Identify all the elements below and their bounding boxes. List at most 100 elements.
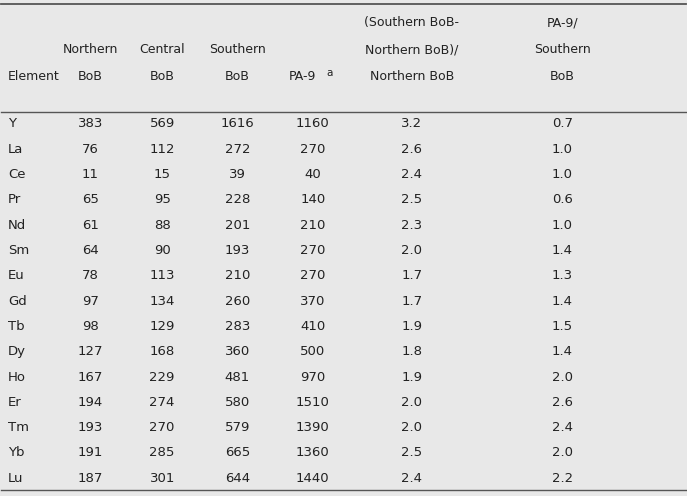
Text: 2.0: 2.0 bbox=[401, 421, 423, 434]
Text: Northern BoB)/: Northern BoB)/ bbox=[365, 43, 459, 57]
Text: 1.3: 1.3 bbox=[552, 269, 573, 282]
Text: 580: 580 bbox=[225, 396, 250, 409]
Text: La: La bbox=[8, 143, 23, 156]
Text: 1360: 1360 bbox=[296, 446, 330, 459]
Text: 2.4: 2.4 bbox=[401, 168, 423, 181]
Text: 2.0: 2.0 bbox=[401, 244, 423, 257]
Text: 127: 127 bbox=[78, 345, 103, 358]
Text: 1.8: 1.8 bbox=[401, 345, 423, 358]
Text: 270: 270 bbox=[150, 421, 175, 434]
Text: 3.2: 3.2 bbox=[401, 118, 423, 130]
Text: Gd: Gd bbox=[8, 295, 27, 308]
Text: 260: 260 bbox=[225, 295, 250, 308]
Text: 88: 88 bbox=[154, 219, 170, 232]
Text: Er: Er bbox=[8, 396, 22, 409]
Text: 210: 210 bbox=[300, 219, 326, 232]
Text: 112: 112 bbox=[150, 143, 175, 156]
Text: Yb: Yb bbox=[8, 446, 25, 459]
Text: 210: 210 bbox=[225, 269, 250, 282]
Text: 2.5: 2.5 bbox=[401, 446, 423, 459]
Text: 1440: 1440 bbox=[296, 472, 330, 485]
Text: Central: Central bbox=[139, 43, 185, 57]
Text: 1.4: 1.4 bbox=[552, 295, 573, 308]
Text: Sm: Sm bbox=[8, 244, 30, 257]
Text: 39: 39 bbox=[229, 168, 246, 181]
Text: 1.0: 1.0 bbox=[552, 168, 573, 181]
Text: 95: 95 bbox=[154, 193, 170, 206]
Text: 2.3: 2.3 bbox=[401, 219, 423, 232]
Text: 1.0: 1.0 bbox=[552, 219, 573, 232]
Text: 193: 193 bbox=[225, 244, 250, 257]
Text: 1.4: 1.4 bbox=[552, 345, 573, 358]
Text: Ce: Ce bbox=[8, 168, 25, 181]
Text: 167: 167 bbox=[78, 371, 103, 383]
Text: 1160: 1160 bbox=[296, 118, 330, 130]
Text: 187: 187 bbox=[78, 472, 103, 485]
Text: Tm: Tm bbox=[8, 421, 30, 434]
Text: Lu: Lu bbox=[8, 472, 24, 485]
Text: 2.2: 2.2 bbox=[552, 472, 573, 485]
Text: BoB: BoB bbox=[225, 70, 250, 83]
Text: 228: 228 bbox=[225, 193, 250, 206]
Text: 665: 665 bbox=[225, 446, 250, 459]
Text: 2.0: 2.0 bbox=[401, 396, 423, 409]
Text: 270: 270 bbox=[300, 269, 326, 282]
Text: 65: 65 bbox=[82, 193, 99, 206]
Text: 1510: 1510 bbox=[296, 396, 330, 409]
Text: Northern BoB: Northern BoB bbox=[370, 70, 454, 83]
Text: (Southern BoB-: (Southern BoB- bbox=[364, 16, 460, 29]
Text: 1.7: 1.7 bbox=[401, 269, 423, 282]
Text: 140: 140 bbox=[300, 193, 326, 206]
Text: PA-9: PA-9 bbox=[289, 70, 316, 83]
Text: 481: 481 bbox=[225, 371, 250, 383]
Text: Pr: Pr bbox=[8, 193, 21, 206]
Text: 1.0: 1.0 bbox=[552, 143, 573, 156]
Text: 970: 970 bbox=[300, 371, 326, 383]
Text: 61: 61 bbox=[82, 219, 99, 232]
Text: 2.4: 2.4 bbox=[552, 421, 573, 434]
Text: 168: 168 bbox=[150, 345, 174, 358]
Text: Element: Element bbox=[8, 70, 60, 83]
Text: 360: 360 bbox=[225, 345, 250, 358]
Text: 285: 285 bbox=[150, 446, 175, 459]
Text: 370: 370 bbox=[300, 295, 326, 308]
Text: Ho: Ho bbox=[8, 371, 26, 383]
Text: Nd: Nd bbox=[8, 219, 27, 232]
Text: 90: 90 bbox=[154, 244, 170, 257]
Text: 0.6: 0.6 bbox=[552, 193, 573, 206]
Text: BoB: BoB bbox=[150, 70, 174, 83]
Text: 97: 97 bbox=[82, 295, 99, 308]
Text: 129: 129 bbox=[150, 320, 175, 333]
Text: Eu: Eu bbox=[8, 269, 25, 282]
Text: 270: 270 bbox=[300, 143, 326, 156]
Text: Southern: Southern bbox=[209, 43, 266, 57]
Text: 2.5: 2.5 bbox=[401, 193, 423, 206]
Text: 1.9: 1.9 bbox=[401, 371, 423, 383]
Text: 569: 569 bbox=[150, 118, 174, 130]
Text: Northern: Northern bbox=[63, 43, 118, 57]
Text: 1616: 1616 bbox=[221, 118, 254, 130]
Text: 11: 11 bbox=[82, 168, 99, 181]
Text: 2.6: 2.6 bbox=[552, 396, 573, 409]
Text: 40: 40 bbox=[304, 168, 321, 181]
Text: 270: 270 bbox=[300, 244, 326, 257]
Text: 0.7: 0.7 bbox=[552, 118, 573, 130]
Text: 78: 78 bbox=[82, 269, 99, 282]
Text: 191: 191 bbox=[78, 446, 103, 459]
Text: 644: 644 bbox=[225, 472, 250, 485]
Text: PA-9/: PA-9/ bbox=[547, 16, 578, 29]
Text: 274: 274 bbox=[150, 396, 175, 409]
Text: 1.5: 1.5 bbox=[552, 320, 573, 333]
Text: 15: 15 bbox=[154, 168, 170, 181]
Text: Y: Y bbox=[8, 118, 16, 130]
Text: 410: 410 bbox=[300, 320, 326, 333]
Text: 2.4: 2.4 bbox=[401, 472, 423, 485]
Text: 98: 98 bbox=[82, 320, 99, 333]
Text: Southern: Southern bbox=[534, 43, 591, 57]
Text: 1.9: 1.9 bbox=[401, 320, 423, 333]
Text: BoB: BoB bbox=[78, 70, 103, 83]
Text: 1.7: 1.7 bbox=[401, 295, 423, 308]
Text: 301: 301 bbox=[150, 472, 175, 485]
Text: 1390: 1390 bbox=[296, 421, 330, 434]
Text: 283: 283 bbox=[225, 320, 250, 333]
